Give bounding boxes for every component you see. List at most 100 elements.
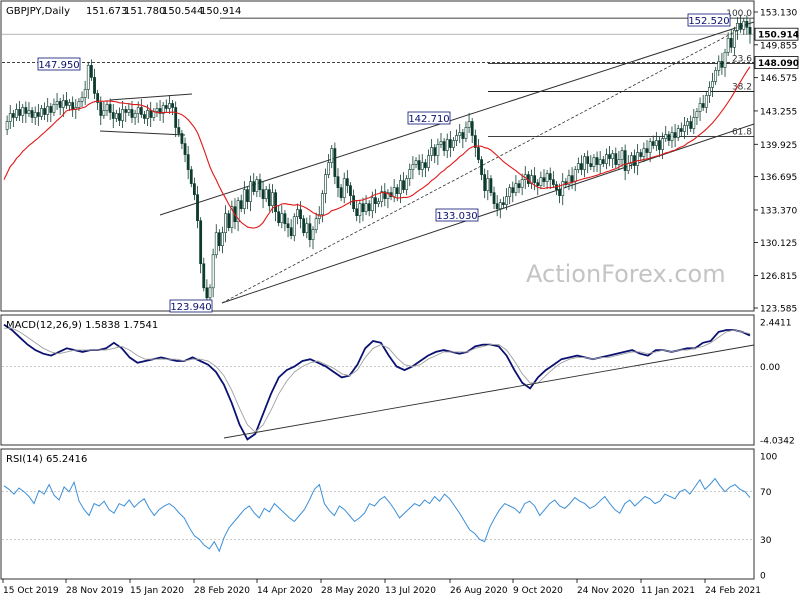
macd-signal-line — [4, 327, 751, 433]
candle-body — [473, 135, 477, 148]
candle-body — [289, 227, 293, 237]
candle-body — [748, 27, 752, 35]
price-badge-label: 148.090 — [758, 59, 799, 69]
candle-body — [436, 144, 440, 156]
candle-body — [83, 89, 87, 98]
candle-body — [161, 105, 165, 114]
candle-body — [645, 148, 649, 153]
candle-body — [65, 100, 68, 106]
candle-body — [333, 148, 337, 177]
candle-body — [420, 162, 424, 170]
candle-body — [211, 254, 215, 289]
moving-average-line — [3, 66, 751, 229]
candle-body — [345, 178, 349, 186]
candle-body — [561, 181, 565, 196]
box-upper-line — [109, 93, 193, 101]
candle-body — [239, 200, 243, 209]
candle-body — [46, 106, 50, 115]
fib-label-2: 38.2 — [732, 82, 752, 92]
price-callout-box — [687, 13, 731, 27]
candle-body — [27, 110, 31, 114]
candle-body — [445, 139, 449, 151]
candle-body — [349, 185, 352, 196]
candle-body — [661, 138, 665, 150]
candle-body — [580, 163, 583, 170]
candle-body — [71, 102, 75, 110]
macd-y-tick-label: 2.4411 — [760, 319, 792, 329]
rsi-y-tick-label: 70 — [760, 488, 772, 498]
price-callout-box — [435, 208, 479, 222]
candle-body — [417, 160, 421, 170]
candle-body — [458, 132, 462, 136]
candle-body — [246, 189, 249, 202]
watermark: ActionForex.com — [526, 260, 726, 288]
candle-body — [168, 103, 171, 109]
candle-body — [423, 162, 427, 168]
candle-body — [199, 220, 203, 265]
candle-body — [605, 154, 608, 164]
candle-body — [673, 132, 677, 138]
candle-body — [745, 21, 749, 28]
x-axis-label: 9 Oct 2020 — [513, 586, 563, 596]
rsi-y-tick-label: 100 — [760, 453, 777, 463]
channel-lower-line — [221, 123, 755, 304]
candle-body — [364, 203, 368, 212]
candle-body — [592, 157, 596, 167]
candle-body — [327, 162, 331, 175]
price-y-tick-label: 143.255 — [760, 107, 797, 117]
ohlc-value-2: 150.544 — [162, 6, 203, 17]
price-callout-box — [37, 57, 81, 71]
candle-body — [15, 109, 18, 118]
candle-body — [442, 141, 446, 151]
candle-body — [302, 218, 306, 234]
candle-body — [280, 213, 284, 223]
candle-body — [193, 183, 196, 195]
candle-body — [224, 213, 228, 234]
candle-body — [208, 287, 212, 299]
candle-body — [86, 65, 90, 90]
rsi-layer — [2, 477, 754, 553]
price-y-tick-label: 139.925 — [760, 141, 797, 151]
price-y-tick-label: 130.125 — [760, 239, 797, 249]
candle-body — [80, 97, 84, 102]
candle-body — [698, 103, 702, 112]
candle-body — [742, 21, 746, 30]
candle-body — [448, 139, 452, 148]
candle-body — [542, 177, 546, 182]
macd-y-tick-label: 0.00 — [760, 363, 780, 373]
candle-body — [583, 156, 586, 170]
candle-body — [320, 193, 324, 215]
candle-body — [386, 192, 390, 199]
candle-body — [8, 113, 12, 122]
candle-body — [339, 187, 343, 198]
candle-body — [514, 183, 518, 193]
candle-body — [277, 211, 281, 223]
candle-body — [102, 110, 106, 116]
candle-body — [654, 140, 658, 146]
candle-body — [358, 203, 362, 216]
candle-body — [40, 108, 43, 117]
candle-body — [551, 179, 555, 185]
candle-body — [427, 155, 430, 168]
price-y-tick-label: 136.695 — [760, 173, 797, 183]
candle-body — [24, 107, 28, 114]
candle-body — [408, 169, 412, 179]
x-axis-label: 14 Apr 2020 — [257, 586, 313, 596]
candle-body — [58, 101, 62, 108]
candle-body — [264, 189, 268, 199]
candle-body — [430, 147, 434, 156]
x-axis-label: 11 Jan 2021 — [641, 586, 695, 596]
candle-body — [217, 232, 221, 247]
candle-body — [236, 200, 240, 222]
rsi-y-tick-label: 30 — [760, 536, 772, 546]
price-y-tick-label: 123.585 — [760, 305, 797, 315]
candle-body — [617, 159, 621, 165]
candle-body — [576, 163, 580, 170]
x-axis-label: 24 Feb 2021 — [705, 586, 761, 596]
candle-body — [370, 197, 374, 211]
candle-body — [573, 169, 577, 182]
candle-body — [483, 174, 487, 191]
x-axis-label: 15 Oct 2019 — [3, 586, 59, 596]
candle-body — [732, 30, 736, 48]
